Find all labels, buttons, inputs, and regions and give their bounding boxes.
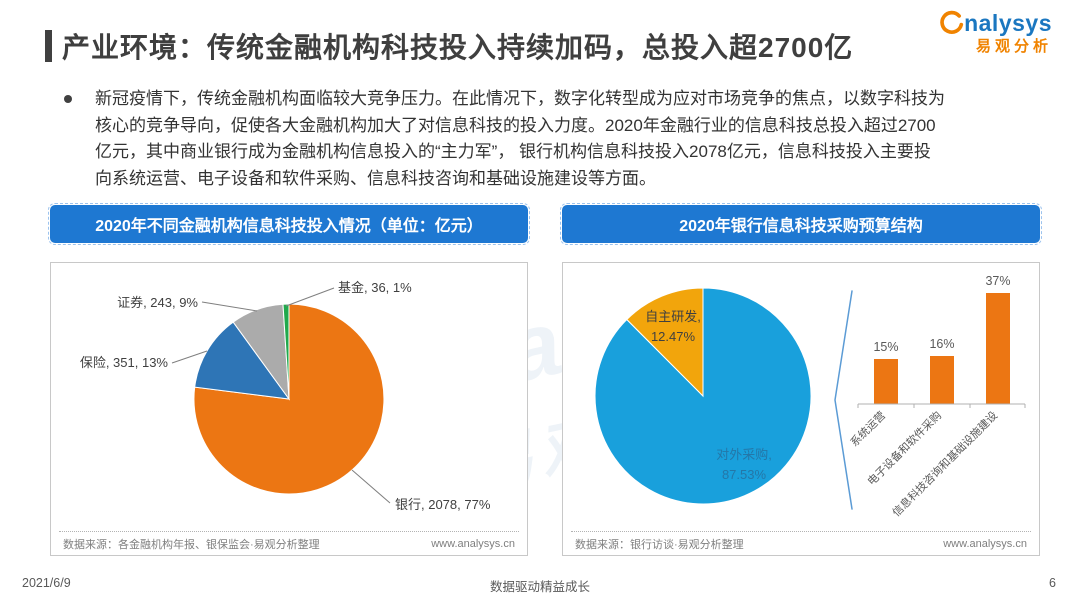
- title-row: 产业环境：传统金融机构科技投入持续加码，总投入超2700亿: [45, 26, 853, 66]
- svg-text:保险, 351, 13%: 保险, 351, 13%: [80, 355, 169, 370]
- footer: 2021/6/9 数据驱动精益成长 6: [0, 572, 1080, 598]
- footer-date: 2021/6/9: [22, 576, 71, 590]
- pie-bar-chart-procurement: 对外采购,87.53%自主研发,12.47%15% 16%37%系统运营电子设备和…: [594, 274, 1026, 519]
- svg-text:证券, 243, 9%: 证券, 243, 9%: [117, 295, 198, 310]
- svg-text:87.53%: 87.53%: [722, 467, 767, 482]
- svg-text:基金, 36, 1%: 基金, 36, 1%: [338, 280, 412, 295]
- chart-panel-left: 银行, 2078, 77% 保险, 351, 13% 证券, 243, 9% 基金, …: [50, 262, 528, 556]
- footer-slogan: 数据驱动精益成长: [489, 580, 590, 594]
- data-source-left: 数据来源：各金融机构年报、银保监会·易观分析整理: [63, 538, 320, 551]
- svg-text:对外采购,: 对外采购,: [716, 447, 772, 462]
- data-source-right: 数据来源：银行访谈·易观分析整理: [575, 538, 744, 551]
- svg-text:15%: 15%: [873, 340, 898, 354]
- chart-panel-right: 对外采购, 87.53% 自主研发, 12.47% 15% 16% 37% 系统运营 电子设备和…: [562, 262, 1040, 556]
- bullet-icon: [64, 95, 72, 103]
- intro-block: 新冠疫情下，传统金融机构面临较大竞争压力。在此情况下，数字化转型成为应对市场竞争…: [64, 86, 1029, 192]
- chart-header-left: 2020年不同金融机构信息科技投入情况（单位：亿元）: [48, 203, 530, 245]
- logo-brand-wordmark: nalysys: [964, 9, 1052, 36]
- svg-text:12.47%: 12.47%: [651, 329, 696, 344]
- page-title: 产业环境：传统金融机构科技投入持续加码，总投入超2700亿: [62, 32, 854, 63]
- brand-logo: nalysys 易观分析: [938, 10, 1052, 54]
- pie-chart-institutions: 银行, 2078, 77% 保险, 351, 13% 证券, 243, 9% 基金, …: [80, 280, 491, 512]
- source-url-left: www.analysys.cn: [431, 537, 515, 550]
- svg-text:信息科技咨询和基础设施建设: 信息科技咨询和基础设施建设: [889, 408, 1000, 519]
- logo-swirl-icon: [940, 10, 964, 34]
- chart-header-right: 2020年银行信息科技采购预算结构: [560, 203, 1042, 245]
- svg-text:自主研发,: 自主研发,: [645, 309, 701, 324]
- intro-paragraph: 新冠疫情下，传统金融机构面临较大竞争压力。在此情况下，数字化转型成为应对市场竞争…: [95, 89, 945, 188]
- source-url-right: www.analysys.cn: [943, 537, 1027, 550]
- svg-text:系统运营: 系统运营: [847, 408, 888, 449]
- svg-text:16%: 16%: [929, 337, 954, 351]
- source-row-left: 数据来源：各金融机构年报、银保监会·易观分析整理 www.analysys.cn: [59, 531, 519, 555]
- svg-text:银行, 2078, 77%: 银行, 2078, 77%: [395, 497, 491, 512]
- source-row-right: 数据来源：银行访谈·易观分析整理 www.analysys.cn: [571, 531, 1031, 555]
- title-accent-bar: [45, 30, 52, 62]
- footer-page-number: 6: [1049, 576, 1056, 590]
- svg-text:37%: 37%: [985, 274, 1010, 288]
- logo-brand-cn: 易观分析: [975, 38, 1052, 55]
